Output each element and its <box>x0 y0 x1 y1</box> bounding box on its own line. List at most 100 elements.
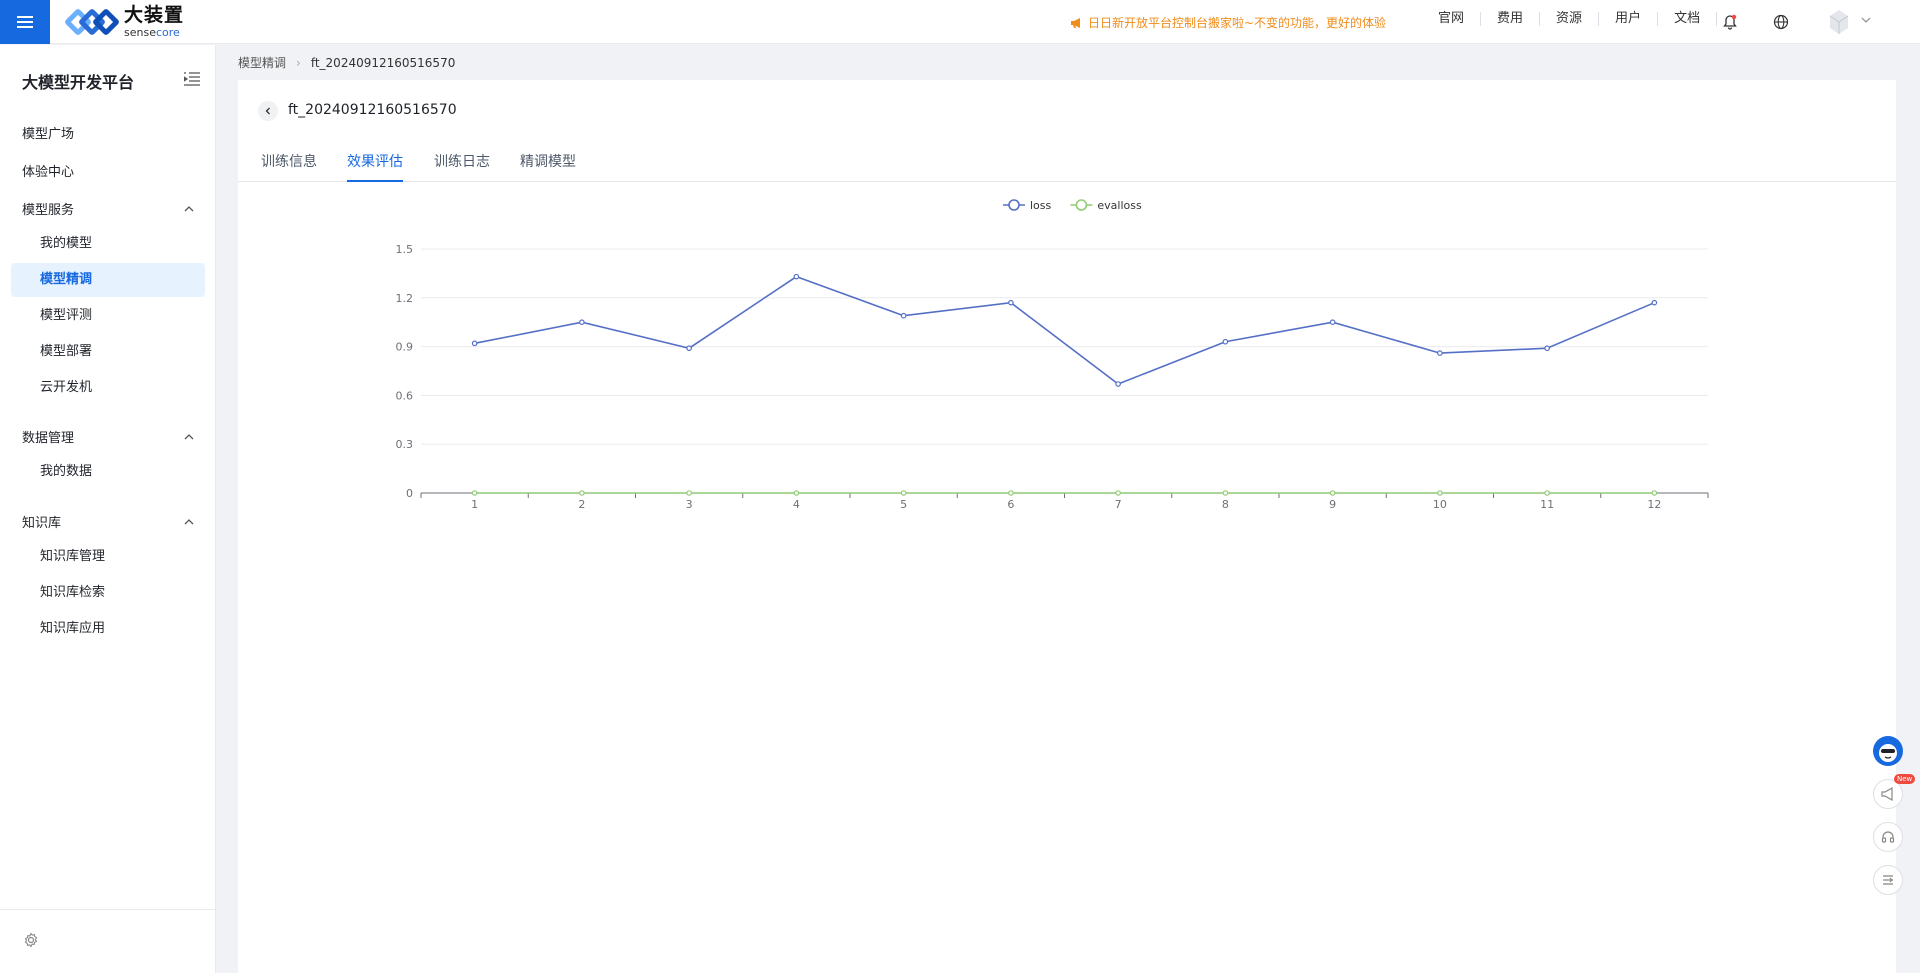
data-point-evalloss <box>1437 490 1443 496</box>
y-tick-label: 1.2 <box>396 292 414 305</box>
collapse-sidebar-icon[interactable] <box>184 72 200 86</box>
sidebar-title: 大模型开发平台 <box>22 73 135 92</box>
x-tick-label: 7 <box>1115 498 1122 511</box>
megaphone-icon <box>1071 17 1080 28</box>
sidebar-item-my-models[interactable]: 我的模型 <box>40 236 93 251</box>
series-line-loss <box>474 275 1655 385</box>
data-point-evalloss <box>1115 490 1121 496</box>
y-tick-label: 0 <box>406 487 413 500</box>
data-point-evalloss <box>1544 490 1550 496</box>
sidebar-item-model-square[interactable]: 模型广场 <box>22 127 75 142</box>
hamburger-icon[interactable] <box>0 0 50 44</box>
sidebar-item-model-finetune[interactable]: 模型精调 <box>11 263 205 297</box>
data-point-loss <box>1651 299 1658 306</box>
data-point-evalloss <box>579 490 585 496</box>
x-tick-label: 5 <box>900 498 907 511</box>
sidebar-item-kb-apps[interactable]: 知识库应用 <box>40 621 106 636</box>
link-users[interactable]: 用户 <box>1599 12 1659 26</box>
data-point-evalloss <box>1008 490 1014 496</box>
data-point-evalloss <box>1329 490 1336 496</box>
sidebar-item-cloud-dev[interactable]: 云开发机 <box>40 380 93 395</box>
link-billing[interactable]: 费用 <box>1481 12 1541 26</box>
back-button[interactable] <box>258 101 278 121</box>
data-point-evalloss <box>686 490 692 496</box>
x-tick-label: 6 <box>1007 498 1014 511</box>
legend-label-loss: loss <box>1030 199 1052 212</box>
x-tick-label: 4 <box>793 498 800 511</box>
logo[interactable]: 大装置 sensecore <box>63 3 185 39</box>
main-card: ft_20240912160516570 训练信息 效果评估 训练日志 精调模型 <box>238 80 1896 973</box>
data-point-evalloss <box>1222 490 1229 496</box>
sidebar-item-model-eval[interactable]: 模型评测 <box>40 308 93 323</box>
x-tick-label: 12 <box>1647 498 1661 511</box>
top-links: 官网 费用 资源 用户 文档 <box>1422 12 1718 26</box>
headset-icon[interactable] <box>1873 822 1903 852</box>
x-tick-label: 10 <box>1433 498 1447 511</box>
y-tick-label: 0.9 <box>396 341 414 354</box>
tab-evaluation[interactable]: 效果评估 <box>347 152 403 182</box>
chevron-down-icon[interactable] <box>1860 14 1872 26</box>
data-point-loss <box>1008 299 1014 306</box>
link-resources[interactable]: 资源 <box>1540 12 1600 26</box>
x-tick-label: 9 <box>1329 498 1336 511</box>
tab-finetuned-model[interactable]: 精调模型 <box>520 154 576 170</box>
assistant-avatar-icon[interactable] <box>1873 736 1903 766</box>
data-point-loss <box>471 340 478 347</box>
breadcrumb-current: ft_20240912160516570 <box>310 55 456 70</box>
y-tick-label: 1.5 <box>396 243 414 256</box>
x-tick-label: 11 <box>1540 498 1554 511</box>
sidebar-item-kb-management[interactable]: 知识库管理 <box>40 549 106 564</box>
sidebar-footer <box>0 909 215 973</box>
sidebar: 大模型开发平台 模型广场 体验中心 模型服务 我的模型 模型精调 模型评测 模型… <box>0 45 216 973</box>
tab-training-log[interactable]: 训练日志 <box>434 154 490 170</box>
x-tick-label: 2 <box>578 498 585 511</box>
sidebar-group-knowledge-base[interactable]: 知识库 <box>22 512 194 531</box>
chevron-up-icon <box>184 433 194 439</box>
menu-list-icon[interactable] <box>1873 865 1903 895</box>
legend-marker-loss <box>1008 199 1020 211</box>
logo-subtitle: sensecore <box>124 25 180 39</box>
tab-bar: 训练信息 效果评估 训练日志 精调模型 <box>238 152 1896 182</box>
link-docs[interactable]: 文档 <box>1658 12 1718 26</box>
breadcrumb: 模型精调 › ft_20240912160516570 <box>238 54 455 71</box>
breadcrumb-parent[interactable]: 模型精调 <box>238 56 287 70</box>
data-point-evalloss <box>793 490 800 496</box>
x-tick-label: 8 <box>1222 498 1229 511</box>
top-bar: 大装置 sensecore 日日新开放平台控制台搬家啦~不变的功能，更好的体验 … <box>0 0 1920 44</box>
chevron-left-icon <box>265 107 270 115</box>
logo-mark <box>63 7 121 37</box>
logo-title: 大装置 <box>124 3 185 26</box>
x-tick-label: 1 <box>471 498 478 511</box>
data-point-loss <box>579 319 585 326</box>
data-point-evalloss <box>900 490 907 496</box>
data-point-loss <box>900 312 907 319</box>
sidebar-item-my-data[interactable]: 我的数据 <box>40 464 93 479</box>
x-tick-label: 3 <box>686 498 693 511</box>
chevron-up-icon <box>184 205 194 211</box>
avatar[interactable] <box>1826 8 1852 36</box>
gear-icon[interactable] <box>23 932 39 948</box>
link-website[interactable]: 官网 <box>1422 12 1482 26</box>
data-point-loss <box>686 345 692 352</box>
data-point-loss <box>793 273 800 280</box>
chevron-right-icon: › <box>296 55 301 70</box>
tab-training-info[interactable]: 训练信息 <box>261 154 317 170</box>
sidebar-item-model-deploy[interactable]: 模型部署 <box>40 344 93 359</box>
sidebar-group-data-management[interactable]: 数据管理 <box>22 427 194 446</box>
data-point-evalloss <box>471 490 478 496</box>
data-point-loss <box>1329 319 1336 326</box>
globe-icon[interactable] <box>1771 12 1791 32</box>
data-point-loss <box>1437 350 1443 356</box>
sidebar-group-model-service[interactable]: 模型服务 <box>22 199 194 218</box>
legend-marker-evalloss <box>1075 199 1088 211</box>
bell-icon[interactable] <box>1720 12 1740 32</box>
announcement-banner[interactable]: 日日新开放平台控制台搬家啦~不变的功能，更好的体验 <box>1070 14 1386 31</box>
announcement-icon[interactable]: New <box>1873 774 1916 809</box>
sidebar-item-experience-center[interactable]: 体验中心 <box>22 165 75 180</box>
sidebar-item-kb-search[interactable]: 知识库检索 <box>40 585 106 600</box>
legend-label-evalloss: evalloss <box>1097 199 1142 212</box>
data-point-evalloss <box>1651 490 1658 496</box>
new-badge: New <box>1894 774 1916 784</box>
data-point-loss <box>1115 381 1121 387</box>
